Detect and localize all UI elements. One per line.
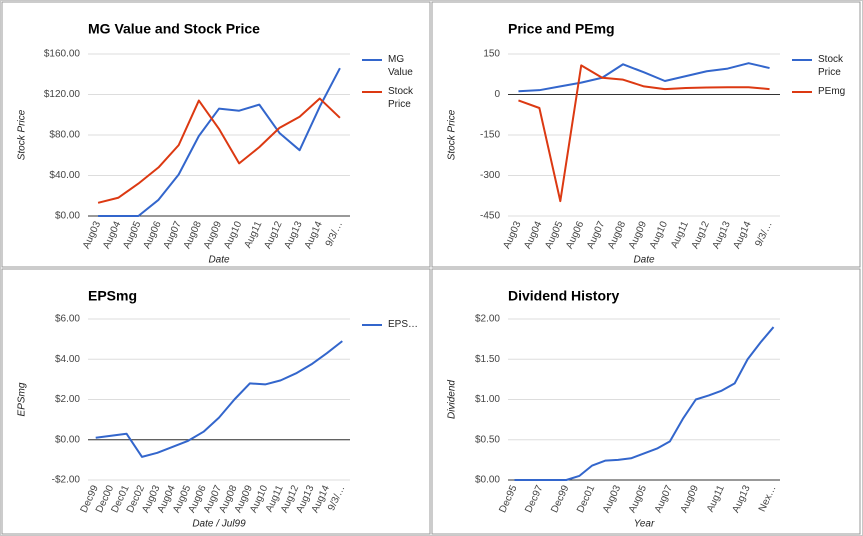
y-tick-label: $40.00 xyxy=(49,170,80,181)
y-tick-label: -300 xyxy=(480,170,500,181)
series-line xyxy=(97,97,341,204)
series-line xyxy=(518,62,770,93)
legend-label: Stock Price xyxy=(388,86,414,110)
panel xyxy=(1,1,431,268)
x-axis-title: Date xyxy=(208,255,230,266)
y-tick-label: -450 xyxy=(480,211,500,222)
chart-title: EPSmg xyxy=(88,288,137,304)
y-tick-label: 150 xyxy=(483,49,500,60)
y-tick-label: $2.00 xyxy=(55,394,80,405)
y-tick-label: -150 xyxy=(480,130,500,141)
legend-label: EPS… xyxy=(388,319,419,330)
y-axis-title: Stock Price xyxy=(447,109,458,160)
panel xyxy=(431,1,861,268)
y-tick-label: $0.50 xyxy=(475,434,500,445)
panel xyxy=(1,268,431,535)
chart-title: Dividend History xyxy=(508,288,619,304)
y-tick-label: $0.00 xyxy=(475,475,500,486)
y-tick-label: $6.00 xyxy=(55,314,80,325)
y-tick-label: $2.00 xyxy=(475,314,500,325)
legend-label: PEmg xyxy=(818,86,846,97)
series-line xyxy=(514,326,775,481)
y-tick-label: $80.00 xyxy=(49,130,80,141)
chart-title: Price and PEmg xyxy=(508,21,615,37)
x-axis-title: Date xyxy=(633,255,655,266)
series-line xyxy=(98,67,341,217)
legend-entry: MG Value xyxy=(388,54,413,78)
panel xyxy=(431,268,861,535)
y-tick-label: 0 xyxy=(494,89,500,100)
y-tick-label: $0.00 xyxy=(55,211,80,222)
legend-label: MG Value xyxy=(388,54,413,78)
legend-entry: Stock Price xyxy=(388,86,414,110)
legend-entry: Stock Price xyxy=(818,54,844,78)
chart-title: MG Value and Stock Price xyxy=(88,21,260,37)
series-line xyxy=(95,340,343,458)
y-tick-label: $1.00 xyxy=(475,394,500,405)
y-tick-label: $160.00 xyxy=(44,49,81,60)
y-axis-title: Stock Price xyxy=(17,109,28,160)
y-tick-label: $1.50 xyxy=(475,354,500,365)
y-tick-label: $0.00 xyxy=(55,434,80,445)
y-axis-title: EPSmg xyxy=(17,382,28,416)
y-axis-title: Dividend xyxy=(447,380,458,419)
series-line xyxy=(518,64,770,203)
y-tick-label: $120.00 xyxy=(44,89,81,100)
x-axis-title: Year xyxy=(634,519,655,530)
legend-entry: EPS… xyxy=(388,319,419,330)
y-tick-label: $4.00 xyxy=(55,354,80,365)
legend-label: Stock Price xyxy=(818,54,844,78)
y-tick-label: -$2.00 xyxy=(52,475,81,486)
legend-entry: PEmg xyxy=(818,86,846,97)
x-axis-title: Date / Jul99 xyxy=(192,519,246,530)
